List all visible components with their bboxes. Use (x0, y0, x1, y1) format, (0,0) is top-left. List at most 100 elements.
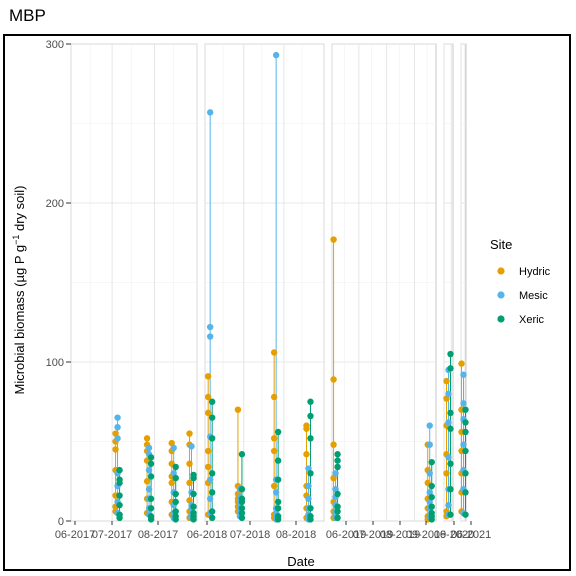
point-mesic (332, 470, 339, 477)
point-hydric (186, 430, 193, 437)
legend-label-hydric: Hydric (519, 266, 551, 278)
point-hydric (270, 482, 278, 490)
point-mesic (145, 444, 153, 452)
y-axis-title-suffix: dry soil) (12, 186, 27, 235)
point-xeric (208, 435, 216, 442)
y-tick-label: 300 (46, 39, 64, 51)
point-xeric (238, 498, 246, 506)
point-xeric (334, 457, 341, 464)
point-hydric (112, 446, 119, 453)
point-hydric (270, 447, 278, 455)
y-axis-title: Microbial biomass (µg P g−1 dry soil) (11, 186, 27, 395)
point-xeric (447, 350, 454, 358)
point-xeric (428, 493, 435, 501)
point-xeric (428, 516, 435, 523)
point-xeric (172, 463, 179, 471)
point-xeric (190, 490, 197, 498)
point-xeric (238, 514, 246, 522)
point-mesic (114, 423, 121, 431)
x-tick-label: 08-2018 (276, 529, 316, 541)
point-xeric (172, 474, 179, 482)
point-mesic (445, 501, 452, 509)
point-xeric (274, 505, 282, 512)
point-xeric (238, 509, 246, 517)
x-tick-label: 06-2018 (187, 529, 227, 541)
point-hydric (204, 409, 212, 417)
point-xeric (447, 511, 454, 518)
point-mesic (445, 454, 452, 461)
point-mesic (426, 422, 433, 429)
legend-label-xeric: Xeric (519, 314, 545, 326)
point-xeric (428, 503, 435, 510)
y-tick-label: 0 (58, 516, 64, 528)
point-mesic (206, 495, 214, 502)
point-xeric (238, 486, 246, 493)
point-xeric (334, 451, 341, 458)
y-axis-title-superscript: −1 (11, 235, 21, 245)
point-xeric (462, 511, 469, 518)
point-xeric (334, 503, 341, 510)
point-mesic (206, 109, 214, 116)
x-tick-label: 08-2017 (138, 529, 178, 541)
point-mesic (114, 414, 121, 421)
point-hydric (443, 470, 450, 477)
point-hydric (204, 393, 212, 401)
point-hydric (143, 435, 151, 442)
point-mesic (305, 482, 312, 490)
point-xeric (462, 470, 469, 477)
legend-title: Site (490, 237, 512, 252)
point-xeric (462, 419, 469, 426)
point-xeric (208, 489, 216, 496)
point-mesic (272, 489, 280, 496)
point-xeric (274, 457, 282, 464)
point-xeric (334, 514, 341, 522)
point-mesic (445, 390, 452, 397)
point-mesic (206, 333, 214, 340)
point-xeric (172, 490, 179, 498)
point-xeric (462, 489, 469, 496)
y-tick-label: 200 (46, 198, 64, 210)
point-xeric (147, 516, 155, 523)
point-xeric (428, 458, 435, 466)
point-xeric (462, 447, 469, 455)
point-xeric (208, 398, 216, 405)
point-xeric (447, 486, 454, 493)
point-xeric (147, 473, 155, 480)
point-xeric (274, 428, 282, 436)
point-hydric (303, 425, 310, 432)
point-xeric (147, 505, 155, 512)
point-xeric (462, 406, 469, 413)
legend-key-xeric (497, 315, 505, 323)
y-tick-label: 100 (46, 357, 64, 369)
chart-title: MBP (9, 6, 46, 25)
point-mesic (305, 495, 312, 502)
point-xeric (274, 498, 282, 506)
point-xeric (208, 470, 216, 477)
point-hydric (270, 435, 278, 442)
point-mesic (426, 441, 433, 448)
point-xeric (447, 409, 454, 417)
legend-label-mesic: Mesic (519, 290, 548, 302)
point-xeric (307, 470, 314, 477)
point-xeric (116, 492, 123, 499)
point-hydric (270, 349, 278, 356)
x-tick-label: 06-2021 (451, 529, 491, 541)
point-xeric (208, 508, 216, 515)
point-hydric (443, 377, 450, 385)
point-xeric (208, 514, 216, 522)
point-mesic (460, 371, 467, 378)
point-xeric (172, 516, 179, 523)
point-xeric (307, 505, 314, 512)
x-axis-title: Date (287, 554, 314, 569)
point-hydric (186, 479, 193, 487)
x-tick-label: 06-2020 (434, 529, 474, 541)
point-xeric (334, 490, 341, 498)
point-mesic (145, 466, 153, 474)
point-xeric (428, 482, 435, 490)
point-xeric (462, 428, 469, 436)
point-xeric (447, 365, 454, 372)
point-xeric (238, 505, 246, 512)
x-tick-label: 07-2019 (353, 529, 393, 541)
point-mesic (272, 51, 280, 59)
